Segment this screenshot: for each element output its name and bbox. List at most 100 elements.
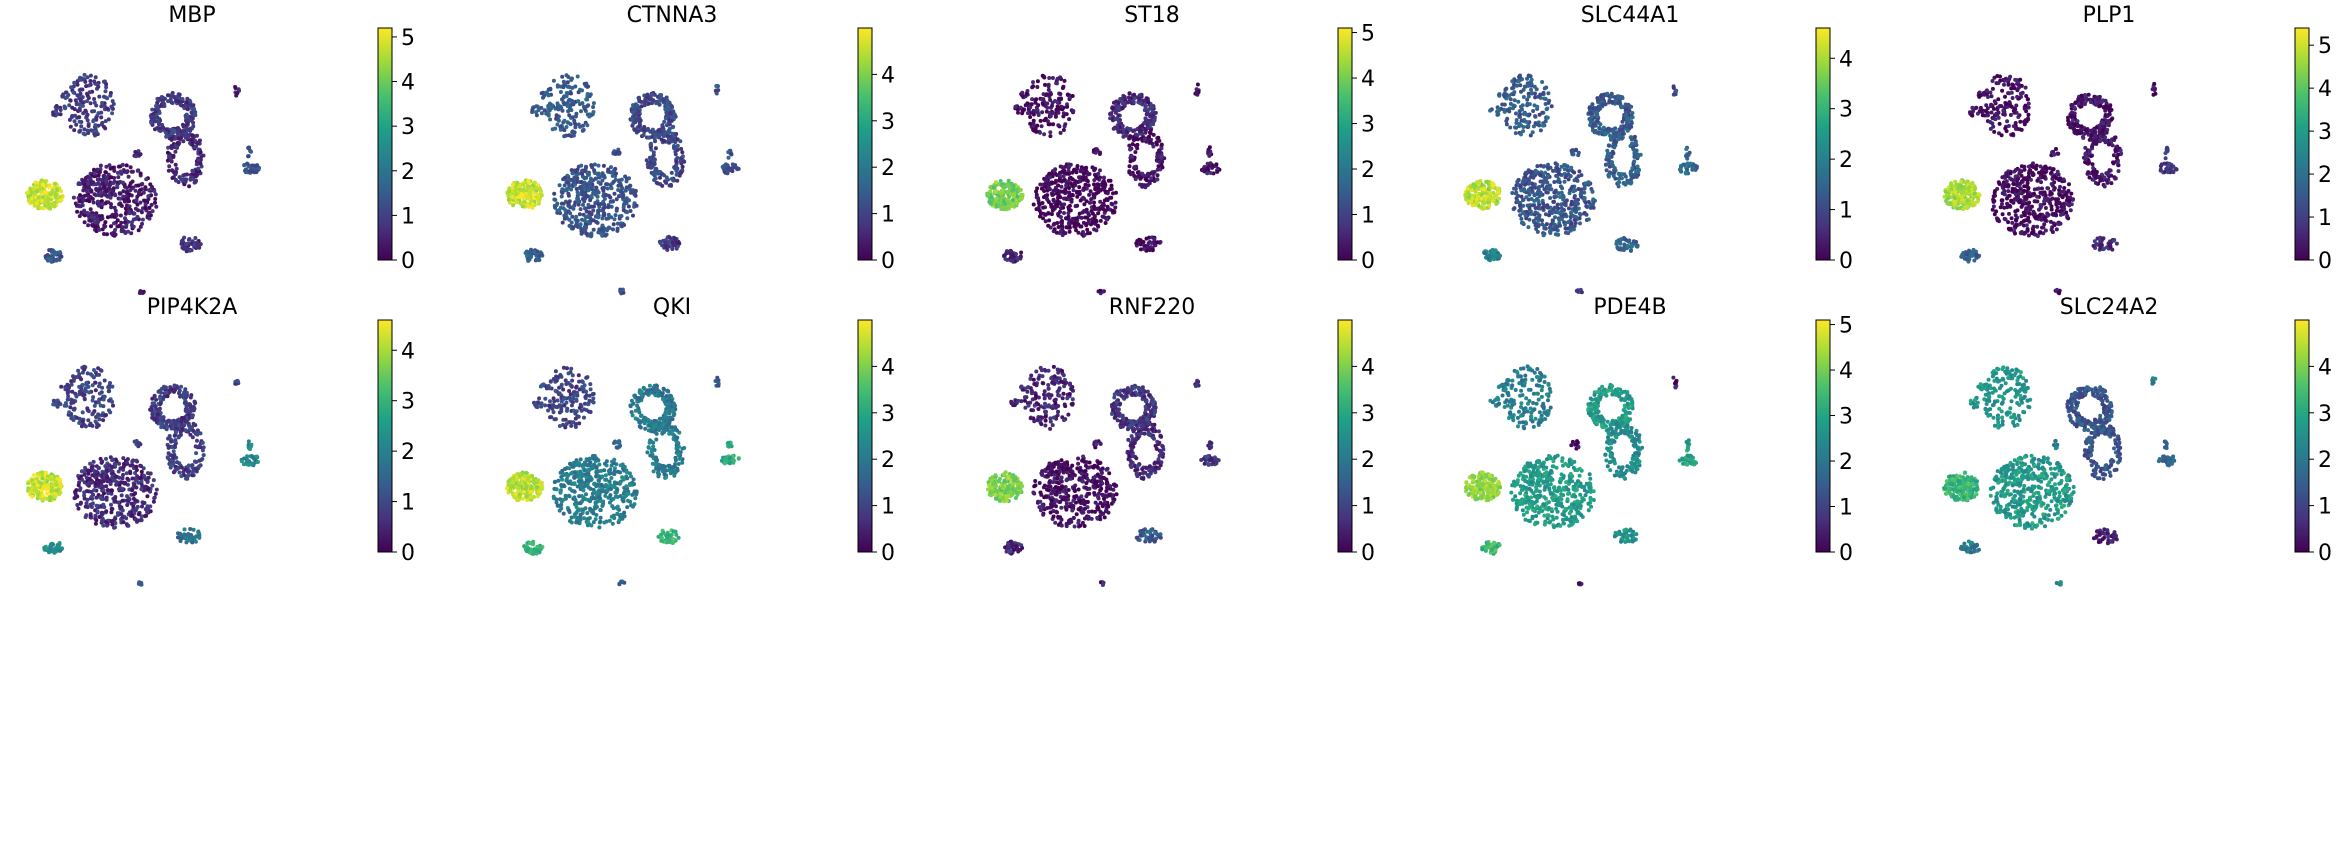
point — [154, 204, 159, 209]
point — [1604, 168, 1609, 173]
point — [82, 72, 87, 77]
point — [1521, 87, 1526, 92]
point — [157, 126, 162, 131]
point — [635, 106, 640, 111]
point — [1079, 224, 1084, 229]
point — [1058, 130, 1063, 135]
point — [1127, 170, 1132, 175]
point — [515, 180, 520, 185]
point — [667, 235, 672, 240]
point — [1052, 221, 1057, 226]
point — [576, 171, 581, 176]
point — [170, 176, 175, 180]
point — [139, 210, 144, 215]
point — [1058, 92, 1062, 96]
point — [612, 217, 617, 222]
point — [585, 123, 590, 128]
point — [50, 188, 55, 193]
point — [77, 119, 82, 124]
point — [994, 180, 998, 185]
point — [1067, 171, 1071, 176]
point — [1061, 128, 1066, 132]
point — [1569, 221, 1574, 226]
point — [637, 95, 641, 100]
point — [174, 178, 179, 183]
point — [1570, 184, 1575, 189]
point — [1609, 160, 1614, 164]
point — [669, 115, 674, 120]
point — [1541, 123, 1545, 128]
point — [1541, 201, 1546, 206]
point — [1070, 94, 1075, 98]
point — [1504, 119, 1509, 123]
point — [1039, 124, 1044, 129]
point — [662, 138, 667, 143]
point — [647, 101, 651, 106]
point — [1128, 147, 1133, 152]
point — [1014, 252, 1018, 257]
point — [72, 119, 77, 124]
point — [39, 206, 44, 210]
point — [118, 196, 123, 201]
point — [1110, 208, 1115, 213]
point — [68, 98, 73, 103]
point — [1148, 139, 1153, 144]
point — [567, 113, 572, 118]
point — [54, 104, 59, 108]
point — [181, 246, 186, 251]
point — [560, 187, 565, 192]
point — [58, 112, 63, 117]
point — [579, 231, 584, 236]
point — [87, 194, 92, 199]
point — [669, 170, 674, 175]
point — [1119, 99, 1124, 104]
point — [157, 111, 162, 115]
point — [1132, 128, 1137, 133]
point — [78, 98, 83, 103]
point — [165, 150, 170, 155]
point — [646, 135, 651, 140]
point — [103, 224, 108, 229]
point — [107, 163, 112, 168]
point — [579, 163, 584, 168]
point — [83, 79, 88, 84]
point — [1630, 244, 1635, 249]
point — [178, 102, 183, 107]
point — [1038, 118, 1043, 123]
point — [1546, 174, 1550, 178]
point — [130, 223, 134, 228]
point — [1000, 184, 1005, 189]
point — [1517, 75, 1521, 79]
point — [137, 291, 142, 295]
point — [1048, 225, 1053, 230]
point — [1625, 243, 1630, 248]
point — [616, 188, 621, 192]
point — [75, 93, 80, 98]
point — [1529, 82, 1534, 87]
point — [991, 185, 996, 190]
point — [630, 117, 635, 122]
point — [250, 169, 255, 174]
point — [1482, 201, 1487, 206]
point — [1630, 166, 1635, 171]
point — [1046, 84, 1051, 89]
point — [140, 182, 145, 186]
point — [654, 99, 658, 104]
point — [1694, 164, 1699, 169]
point — [133, 216, 138, 221]
point — [1534, 87, 1539, 92]
point — [1020, 111, 1025, 116]
point — [1059, 221, 1064, 226]
point — [124, 163, 129, 168]
point — [66, 93, 71, 97]
point — [1058, 215, 1063, 220]
point — [1157, 159, 1162, 164]
point — [1208, 161, 1213, 166]
point — [1095, 206, 1100, 211]
point — [96, 111, 101, 116]
point — [528, 188, 533, 192]
point — [576, 90, 581, 95]
point — [1210, 165, 1215, 170]
point — [1578, 212, 1583, 217]
point — [53, 181, 58, 186]
